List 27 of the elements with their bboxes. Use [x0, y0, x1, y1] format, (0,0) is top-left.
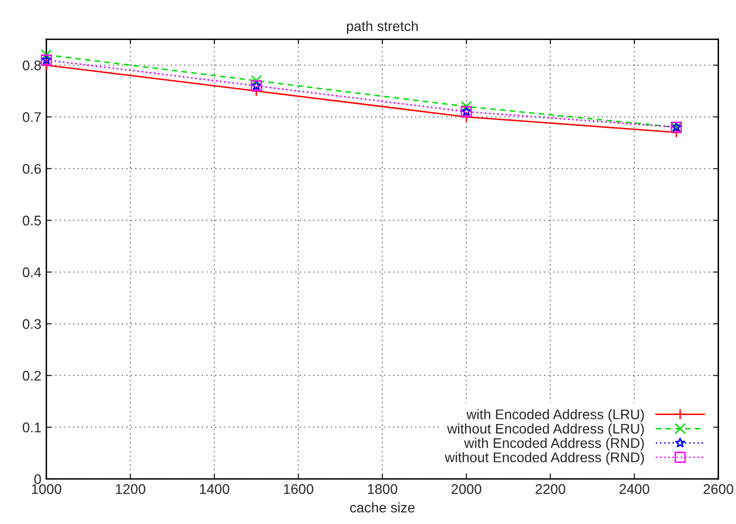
point — [40, 49, 52, 60]
legend-label: with Encoded Address (RND) — [464, 438, 644, 451]
y-tick-label: 0.2 — [22, 370, 41, 381]
y-tick-label: 0.6 — [22, 164, 41, 174]
x-tick-label: 2600 — [704, 484, 734, 494]
y-tick-label: 0.5 — [22, 216, 41, 226]
x-tick-label: 1000 — [32, 484, 62, 494]
y-tick-label: 0.1 — [22, 422, 41, 432]
point — [460, 100, 472, 112]
y-tick-label: 0.7 — [22, 112, 41, 122]
legend-label: without Encoded Address (LRU) — [447, 423, 644, 436]
x-tick-label: 1200 — [116, 484, 146, 494]
legend-label: without Encoded Address (RND) — [444, 452, 644, 466]
y-tick-label: 0 — [34, 474, 41, 484]
x-tick-label: 1800 — [368, 484, 398, 494]
x-tick-label: 2200 — [536, 484, 566, 494]
x-tick-label: 2000 — [452, 484, 482, 494]
point — [250, 75, 262, 86]
x-tick-label: 1600 — [284, 484, 314, 494]
y-tick-label: 0.8 — [22, 60, 41, 70]
x-tick-label: 2400 — [620, 484, 650, 494]
y-tick-label: 0.3 — [22, 319, 41, 329]
y-tick-label: 0.4 — [22, 267, 42, 278]
x-axis-title: cache size — [350, 502, 415, 512]
x-tick-label: 1400 — [200, 484, 230, 494]
chart-title: path stretch — [346, 20, 418, 34]
legend-label: with Encoded Address (LRU) — [466, 409, 644, 422]
